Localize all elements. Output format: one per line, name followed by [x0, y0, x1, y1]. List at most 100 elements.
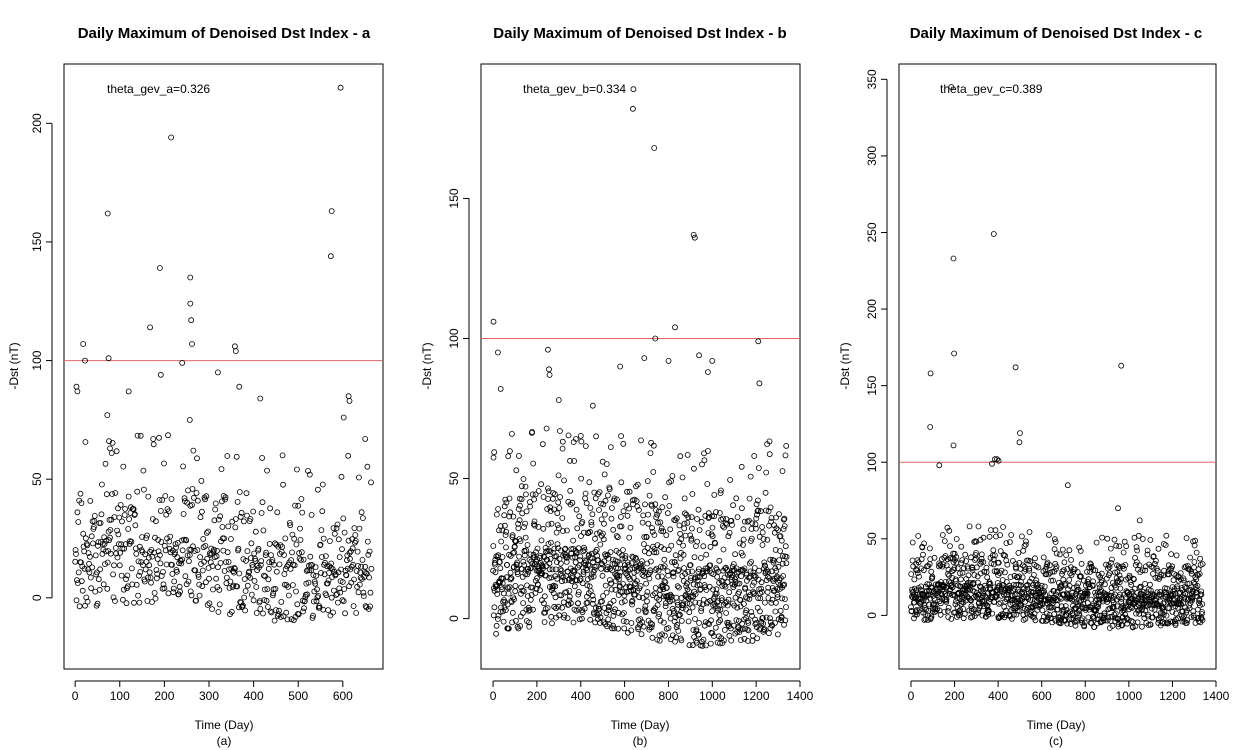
panel-b-data-point	[782, 452, 789, 459]
panel-b-data-point	[636, 507, 642, 513]
panel-a-data-point	[84, 598, 91, 605]
panel-a-data-point	[257, 562, 264, 568]
panel-a-data-point	[193, 597, 200, 604]
panel-b-data-point	[732, 630, 739, 637]
panel-b-data-point	[561, 612, 568, 618]
panel-b-data-point	[725, 620, 732, 626]
panel-c-data-point	[910, 588, 917, 595]
panel-b-data-point	[703, 551, 710, 558]
panel-b-data-point	[504, 584, 511, 591]
panel-c-data-point	[1084, 590, 1091, 597]
panel-c-data-point	[1056, 551, 1063, 558]
panel-b-x-tick-label: 1400	[787, 689, 814, 703]
panel-a-data-point	[356, 525, 363, 532]
panel-a-data-point	[81, 565, 88, 572]
panel-c-data-point	[1031, 572, 1037, 578]
panel-b-data-point	[648, 502, 655, 509]
panel-a-data-point	[177, 588, 183, 595]
panel-b-data-point	[499, 554, 506, 560]
panel-a-data-point	[85, 550, 92, 556]
panel-b-data-point	[780, 516, 787, 523]
panel-b-data-point	[753, 525, 759, 532]
panel-c-data-point	[1003, 612, 1009, 618]
panel-b-data-point	[698, 518, 705, 525]
panel-a-data-point	[346, 397, 353, 404]
panel-b-data-point	[569, 554, 576, 561]
panel-a-data-point	[213, 553, 220, 560]
panel-b-data-point	[651, 608, 657, 615]
panel-c-data-point	[1139, 623, 1145, 630]
panel-c-data-point	[914, 611, 920, 618]
panel-c-data-point	[983, 585, 989, 591]
panel-b-data-point	[677, 555, 684, 562]
panel-b-data-point	[611, 608, 617, 615]
panel-b-data-point	[502, 607, 509, 613]
panel-c-data-point	[1049, 619, 1056, 626]
panel-c-data-point	[939, 596, 945, 602]
panel-c-data-point	[1012, 364, 1019, 371]
panel-a-data-point	[99, 481, 105, 488]
panel-b-data-point	[740, 542, 746, 548]
panel-b-data-point	[775, 527, 781, 533]
panel-b-data-point	[534, 545, 541, 552]
panel-b-data-point	[751, 579, 757, 586]
panel-a-data-point	[79, 587, 86, 594]
panel-c-data-point	[936, 462, 943, 469]
panel-b-data-point	[634, 503, 641, 510]
panel-c-data-point	[1183, 620, 1190, 626]
panel-c-data-point	[1134, 559, 1140, 565]
panel-b-data-point	[782, 543, 789, 550]
panel-c-data-point	[923, 606, 929, 613]
panel-b-data-point	[734, 514, 741, 520]
panel-c-data-point	[995, 559, 1002, 566]
panel-c-data-point	[1046, 562, 1053, 569]
panel-a-data-point	[367, 603, 374, 610]
panel-b-data-point	[639, 519, 646, 526]
panel-b-data-point	[494, 591, 501, 597]
panel-b-data-point	[582, 495, 588, 502]
panel-a-data-point	[100, 581, 107, 588]
panel-b-data-point	[606, 621, 613, 628]
panel-b-data-point	[623, 618, 630, 625]
panel-b-data-point	[616, 576, 622, 583]
panel-a-data-point	[90, 540, 96, 547]
panel-b-data-point	[681, 495, 688, 502]
panel-b-data-point	[605, 616, 612, 623]
panel-a-data-point	[355, 474, 362, 481]
panel-b-data-point	[782, 596, 788, 602]
panel-a-data-point	[340, 598, 347, 605]
panel-b-data-point	[529, 428, 535, 435]
panel-b-data-point	[552, 491, 558, 498]
panel-b-data-point	[659, 573, 665, 580]
panel-b-data-point	[700, 636, 707, 643]
panel-b-data-point	[720, 515, 726, 522]
panel-c-data-point	[1154, 567, 1161, 574]
panel-a-data-point	[340, 414, 347, 421]
panel-a-data-point	[272, 586, 279, 592]
panel-a-data-point	[206, 575, 212, 582]
panel-b-data-point	[564, 527, 570, 534]
panel-c-data-point	[1022, 615, 1029, 622]
panel-a-data-point	[104, 210, 111, 217]
panel-a-data-point	[255, 545, 262, 552]
panel-b-data-point	[645, 571, 652, 578]
panel-b-data-point	[624, 488, 630, 495]
panel-c-y-tick-label: 300	[865, 146, 879, 166]
panel-a-data-point	[136, 572, 142, 579]
panel-a-data-point	[294, 601, 301, 608]
panel-a-data-point	[317, 541, 324, 548]
panel-b-data-point	[615, 592, 622, 598]
panel-b-data-point	[691, 234, 698, 241]
panel-a-data-point	[246, 568, 253, 575]
panel-a-data-point	[91, 524, 97, 530]
panel-c-data-point	[1102, 581, 1108, 588]
panel-b-data-point	[559, 604, 565, 611]
panel-b-data-point	[649, 528, 656, 535]
panel-c-data-point	[1147, 621, 1154, 628]
panel-a-data-point	[340, 515, 347, 522]
panel-b-data-point	[769, 596, 776, 603]
panel-b-data-point	[682, 510, 688, 517]
panel-c-data-point	[1072, 622, 1079, 629]
panel-b-data-point	[703, 642, 709, 649]
panel-b-data-point	[769, 568, 775, 575]
